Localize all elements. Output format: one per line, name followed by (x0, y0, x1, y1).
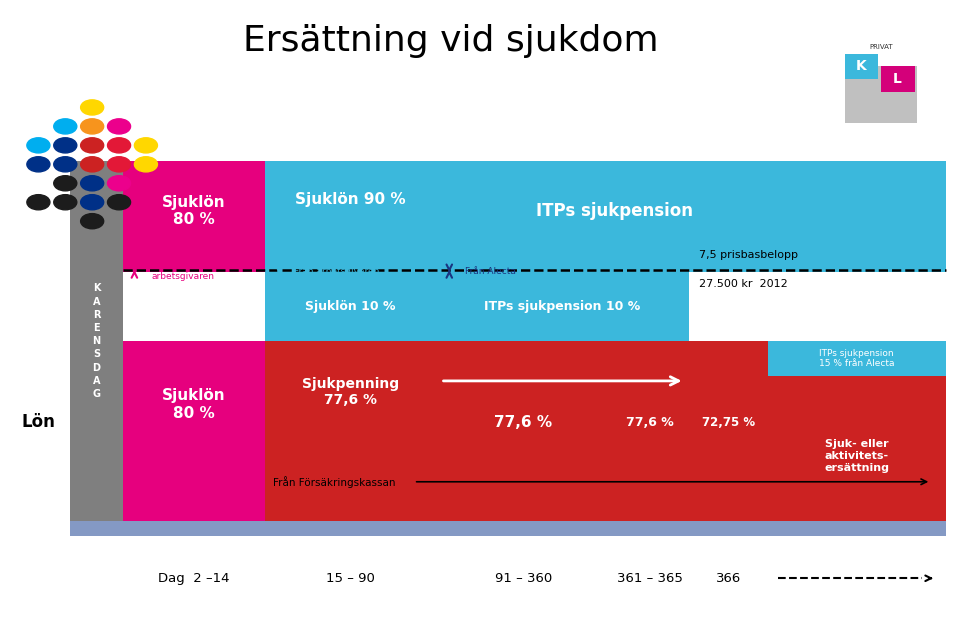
Circle shape (54, 157, 77, 172)
Text: Från Försäkringskassan: Från Försäkringskassan (273, 476, 396, 488)
Text: Sjuklön
80 %: Sjuklön 80 % (162, 388, 226, 420)
Circle shape (54, 119, 77, 134)
Bar (768, 376, 946, 521)
Circle shape (81, 157, 104, 172)
Bar (265, 161, 436, 272)
Text: PRIVAT: PRIVAT (869, 44, 893, 51)
Circle shape (108, 157, 131, 172)
Text: Från Alecta: Från Alecta (465, 267, 516, 276)
Text: Från arbetsgivaren: Från arbetsgivaren (294, 266, 379, 276)
Bar (689, 341, 768, 521)
Circle shape (108, 119, 131, 134)
Circle shape (81, 138, 104, 153)
Text: Sjuklön
80 %: Sjuklön 80 % (162, 195, 226, 227)
Bar (123, 341, 265, 521)
Circle shape (108, 176, 131, 191)
Text: 91 – 360: 91 – 360 (494, 572, 552, 585)
Circle shape (81, 195, 104, 210)
Bar (436, 161, 946, 272)
Text: Från
arbetsgivaren: Från arbetsgivaren (152, 262, 215, 281)
Circle shape (134, 157, 157, 172)
Text: L: L (893, 72, 902, 86)
Text: Ersättning vid sjukdom: Ersättning vid sjukdom (244, 24, 659, 58)
Text: ITPs sjukpension
15 % från Alecta: ITPs sjukpension 15 % från Alecta (819, 349, 895, 368)
Circle shape (27, 138, 50, 153)
Text: 366: 366 (716, 572, 741, 585)
Bar (123, 161, 265, 272)
Bar (265, 341, 436, 521)
Bar (436, 341, 611, 521)
Bar (265, 272, 436, 341)
Text: Dag  2 –14: Dag 2 –14 (158, 572, 229, 585)
Text: Sjuk- eller
aktivitets-
ersättning: Sjuk- eller aktivitets- ersättning (825, 439, 889, 473)
Text: ITPs sjukpension 10 %: ITPs sjukpension 10 % (485, 300, 640, 313)
Text: K
A
R
E
N
S
D
A
G: K A R E N S D A G (92, 284, 101, 399)
Circle shape (108, 138, 131, 153)
Circle shape (134, 138, 157, 153)
Bar (881, 66, 915, 92)
Circle shape (81, 214, 104, 229)
Text: 7,5 prisbasbelopp: 7,5 prisbasbelopp (699, 250, 798, 260)
Circle shape (81, 100, 104, 115)
Text: Sjuklön 90 %: Sjuklön 90 % (295, 192, 406, 207)
Circle shape (54, 195, 77, 210)
Circle shape (81, 119, 104, 134)
Text: 77,6 %: 77,6 % (626, 416, 674, 429)
Bar (845, 54, 878, 79)
Circle shape (54, 176, 77, 191)
Bar (611, 341, 689, 521)
Bar (70, 161, 123, 521)
Text: Sjukpenning
77,6 %: Sjukpenning 77,6 % (301, 377, 399, 407)
Circle shape (108, 195, 131, 210)
Circle shape (81, 176, 104, 191)
Text: 27.500 kr  2012: 27.500 kr 2012 (699, 279, 787, 289)
Bar (845, 66, 917, 123)
Text: 72,75 %: 72,75 % (702, 416, 756, 429)
Circle shape (54, 138, 77, 153)
Text: Sjuklön 10 %: Sjuklön 10 % (305, 300, 396, 313)
Circle shape (27, 195, 50, 210)
Text: ITPs sjukpension: ITPs sjukpension (536, 202, 693, 220)
Text: 77,6 %: 77,6 % (494, 415, 552, 430)
Bar (436, 272, 689, 341)
Text: 361 – 365: 361 – 365 (617, 572, 683, 585)
Circle shape (27, 157, 50, 172)
Text: Lön: Lön (21, 413, 56, 431)
Bar (768, 341, 946, 376)
Text: 15 – 90: 15 – 90 (326, 572, 374, 585)
Bar (70, 521, 946, 536)
Text: K: K (856, 59, 867, 73)
